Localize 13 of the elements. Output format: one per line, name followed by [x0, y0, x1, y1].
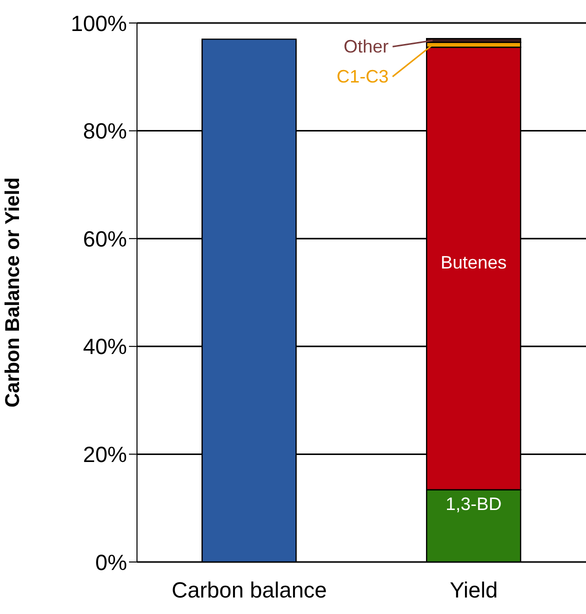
series-label: 1,3-BD — [446, 494, 502, 514]
y-tick-label: 100% — [70, 10, 127, 36]
y-tick-label: 20% — [82, 442, 127, 468]
y-axis-title: Carbon Balance or Yield — [2, 177, 24, 408]
y-tick-label: 60% — [82, 226, 127, 252]
y-tick-label: 40% — [82, 334, 127, 360]
series-label: Butenes — [440, 252, 507, 273]
y-tick-label: 0% — [95, 550, 127, 575]
x-tick-label: Carbon balance — [172, 578, 327, 603]
text: Other — [344, 36, 389, 57]
text: C1-C3 — [336, 66, 389, 87]
x-tick-label: Yield — [450, 578, 498, 603]
y-tick-label: 80% — [82, 118, 127, 144]
